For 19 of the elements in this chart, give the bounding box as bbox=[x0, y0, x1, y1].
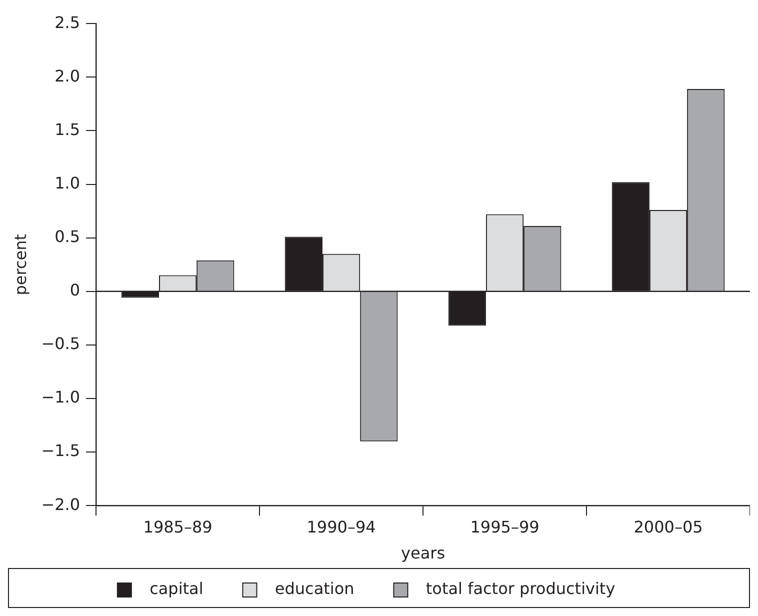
x-tick-label: 1995–99 bbox=[470, 517, 540, 536]
y-tick-label: −1.5 bbox=[41, 441, 80, 460]
y-tick-label: 0 bbox=[70, 280, 80, 300]
legend-label: education bbox=[264, 579, 380, 598]
y-tick-label: −2.0 bbox=[41, 494, 80, 514]
y-axis-title: percent bbox=[10, 234, 30, 296]
legend-label: total factor productivity bbox=[416, 579, 641, 598]
x-tick-label: 1990–94 bbox=[306, 517, 376, 536]
legend-label: capital bbox=[139, 579, 229, 598]
y-tick-label: 1.0 bbox=[54, 173, 80, 192]
y-tick-label: 0.5 bbox=[54, 226, 80, 246]
x-tick-label: 2000–05 bbox=[634, 517, 703, 536]
x-axis-title: years bbox=[401, 544, 446, 563]
y-tick-label: 2.5 bbox=[54, 12, 80, 32]
y-tick-label: −0.5 bbox=[41, 334, 80, 354]
x-tick-label: 1985–89 bbox=[143, 517, 212, 536]
y-tick-label: −1.0 bbox=[41, 388, 80, 407]
y-tick-label: 2.0 bbox=[54, 66, 80, 86]
y-tick-label: 1.5 bbox=[54, 120, 80, 139]
